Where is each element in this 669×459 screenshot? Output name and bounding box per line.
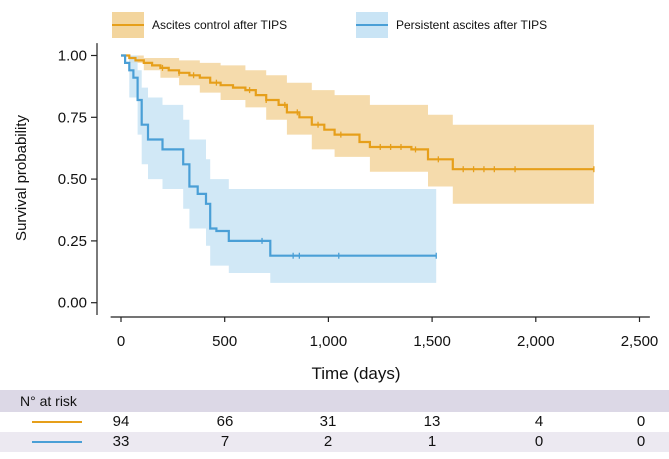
axes: 0 500 1,000 1,500 2,000 2,500 0.00 0.25 0.50 0.75… — [58, 43, 658, 350]
legend-label-persistent: Persistent ascites after TIPS — [396, 18, 548, 32]
legend-label-control: Ascites control after TIPS — [152, 18, 288, 32]
legend-item-control: Ascites control after TIPS — [112, 8, 287, 42]
risk-cell: 94 — [112, 413, 130, 430]
x-tick-label: 500 — [212, 333, 237, 350]
risk-table: N° at risk 94 66 31 13 4 0 33 7 2 1 0 0 — [0, 390, 669, 452]
risk-cell: 0 — [636, 433, 646, 450]
risk-table-title: N° at risk — [0, 390, 669, 412]
risk-cell: 7 — [220, 433, 230, 450]
x-tick-label: 2,500 — [621, 333, 659, 350]
risk-cell: 2 — [323, 433, 333, 450]
y-tick-label: 0.00 — [58, 295, 87, 312]
risk-row-persistent: 33 7 2 1 0 0 — [0, 432, 669, 452]
legend-item-persistent: Persistent ascites after TIPS — [356, 8, 547, 42]
y-tick-label: 0.75 — [58, 109, 87, 126]
legend-swatch-control — [112, 12, 144, 38]
y-tick-label: 0.50 — [58, 171, 87, 188]
y-tick-label: 1.00 — [58, 48, 87, 65]
risk-cell: 0 — [636, 413, 646, 430]
survival-line-1 — [121, 54, 437, 257]
x-tick-label: 1,000 — [310, 333, 348, 350]
confidence-bands — [121, 55, 594, 283]
risk-cell: 4 — [534, 413, 544, 430]
risk-swatch-control — [32, 421, 82, 423]
risk-swatch-persistent — [32, 441, 82, 443]
y-tick-label: 0.25 — [58, 233, 87, 250]
legend: Ascites control after TIPS Persistent as… — [0, 8, 669, 42]
risk-cell: 0 — [534, 433, 544, 450]
risk-cell: 1 — [427, 433, 437, 450]
risk-cell: 66 — [216, 413, 234, 430]
risk-cell: 31 — [319, 413, 337, 430]
risk-cell: 33 — [112, 433, 130, 450]
risk-row-control: 94 66 31 13 4 0 — [0, 412, 669, 432]
survival-chart: 0 500 1,000 1,500 2,000 2,500 0.00 0.25 0.50 0.75… — [13, 43, 658, 383]
censor-marks — [161, 64, 595, 259]
confidence-band-1 — [121, 55, 437, 283]
survival-line-0 — [121, 54, 594, 171]
risk-cell: 13 — [423, 413, 441, 430]
confidence-band-0 — [121, 55, 594, 204]
y-axis-label: Survival probability — [13, 115, 30, 241]
legend-swatch-persistent — [356, 12, 388, 38]
x-tick-label: 2,000 — [517, 333, 555, 350]
survival-curves — [121, 54, 594, 257]
x-axis-label: Time (days) — [311, 364, 400, 383]
x-tick-label: 0 — [117, 333, 125, 350]
x-tick-label: 1,500 — [413, 333, 451, 350]
